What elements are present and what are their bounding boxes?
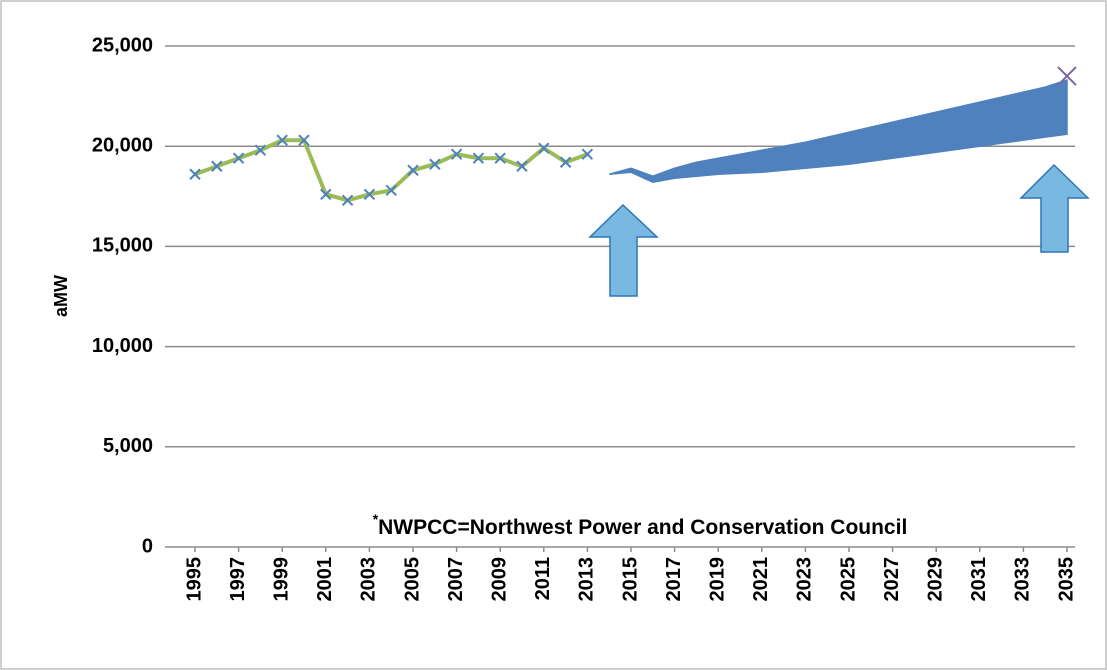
footnote-mark: * xyxy=(373,511,379,527)
x-tick-label: 2035 xyxy=(1055,557,1077,602)
x-tick-label: 1997 xyxy=(227,557,249,602)
x-tick-label: 2029 xyxy=(924,557,946,602)
data-marker xyxy=(429,158,441,170)
data-marker xyxy=(298,134,310,146)
arrows xyxy=(588,163,1090,297)
arrow xyxy=(588,203,659,297)
x-tick-label: 2001 xyxy=(314,557,336,602)
x-tick-label: 2015 xyxy=(619,557,641,602)
forecast-band xyxy=(609,79,1068,184)
x-tick-label: 2031 xyxy=(968,557,990,602)
data-marker xyxy=(254,144,267,156)
x-tick-label: 2033 xyxy=(1012,557,1034,602)
y-tick-label: 10,000 xyxy=(92,335,153,357)
data-marker xyxy=(516,160,528,172)
data-marker xyxy=(232,152,245,164)
data-marker xyxy=(538,142,550,154)
footnote-text: NWPCC=Northwest Power and Conservation C… xyxy=(378,516,907,539)
data-marker xyxy=(363,188,376,201)
data-marker xyxy=(276,134,288,146)
data-marker xyxy=(341,194,354,207)
x-tick-label: 2017 xyxy=(663,557,685,602)
data-marker xyxy=(211,160,223,172)
x-tick-label: 1999 xyxy=(270,557,292,602)
data-marker xyxy=(189,168,201,180)
data-marker xyxy=(407,164,419,176)
data-marker xyxy=(581,148,594,160)
footnote: *NWPCC=Northwest Power and Conservation … xyxy=(373,511,908,539)
data-marker xyxy=(559,156,572,168)
target-marker xyxy=(1057,66,1077,86)
data-marker xyxy=(385,184,397,196)
x-tick-label: 2009 xyxy=(488,557,510,602)
x-tick-label: 2003 xyxy=(358,557,380,602)
data-marker xyxy=(472,152,485,164)
data-marker xyxy=(450,148,463,160)
x-tick-label: 2007 xyxy=(445,557,467,602)
y-tick-label: 15,000 xyxy=(92,235,153,257)
y-tick-label: 5,000 xyxy=(103,435,153,457)
y-tick-label: 20,000 xyxy=(92,134,153,156)
arrow xyxy=(1019,163,1090,253)
x-tick-label: 2021 xyxy=(750,557,772,602)
y-axis-label: aMW xyxy=(51,275,71,317)
data-marker xyxy=(494,152,506,164)
x-tick-label: 2023 xyxy=(794,557,816,602)
x-tick-label: 2025 xyxy=(837,557,859,602)
y-tick-label: 0 xyxy=(142,535,153,557)
x-tick-label: 2011 xyxy=(532,557,554,600)
y-tick-label: 25,000 xyxy=(92,34,153,56)
x-tick-label: 2019 xyxy=(706,557,728,602)
x-tick-label: 2027 xyxy=(881,557,903,602)
x-tick-label: 1995 xyxy=(183,557,205,602)
data-marker xyxy=(320,188,332,201)
x-tick-label: 2005 xyxy=(401,557,423,602)
x-tick-label: 2013 xyxy=(576,557,598,602)
